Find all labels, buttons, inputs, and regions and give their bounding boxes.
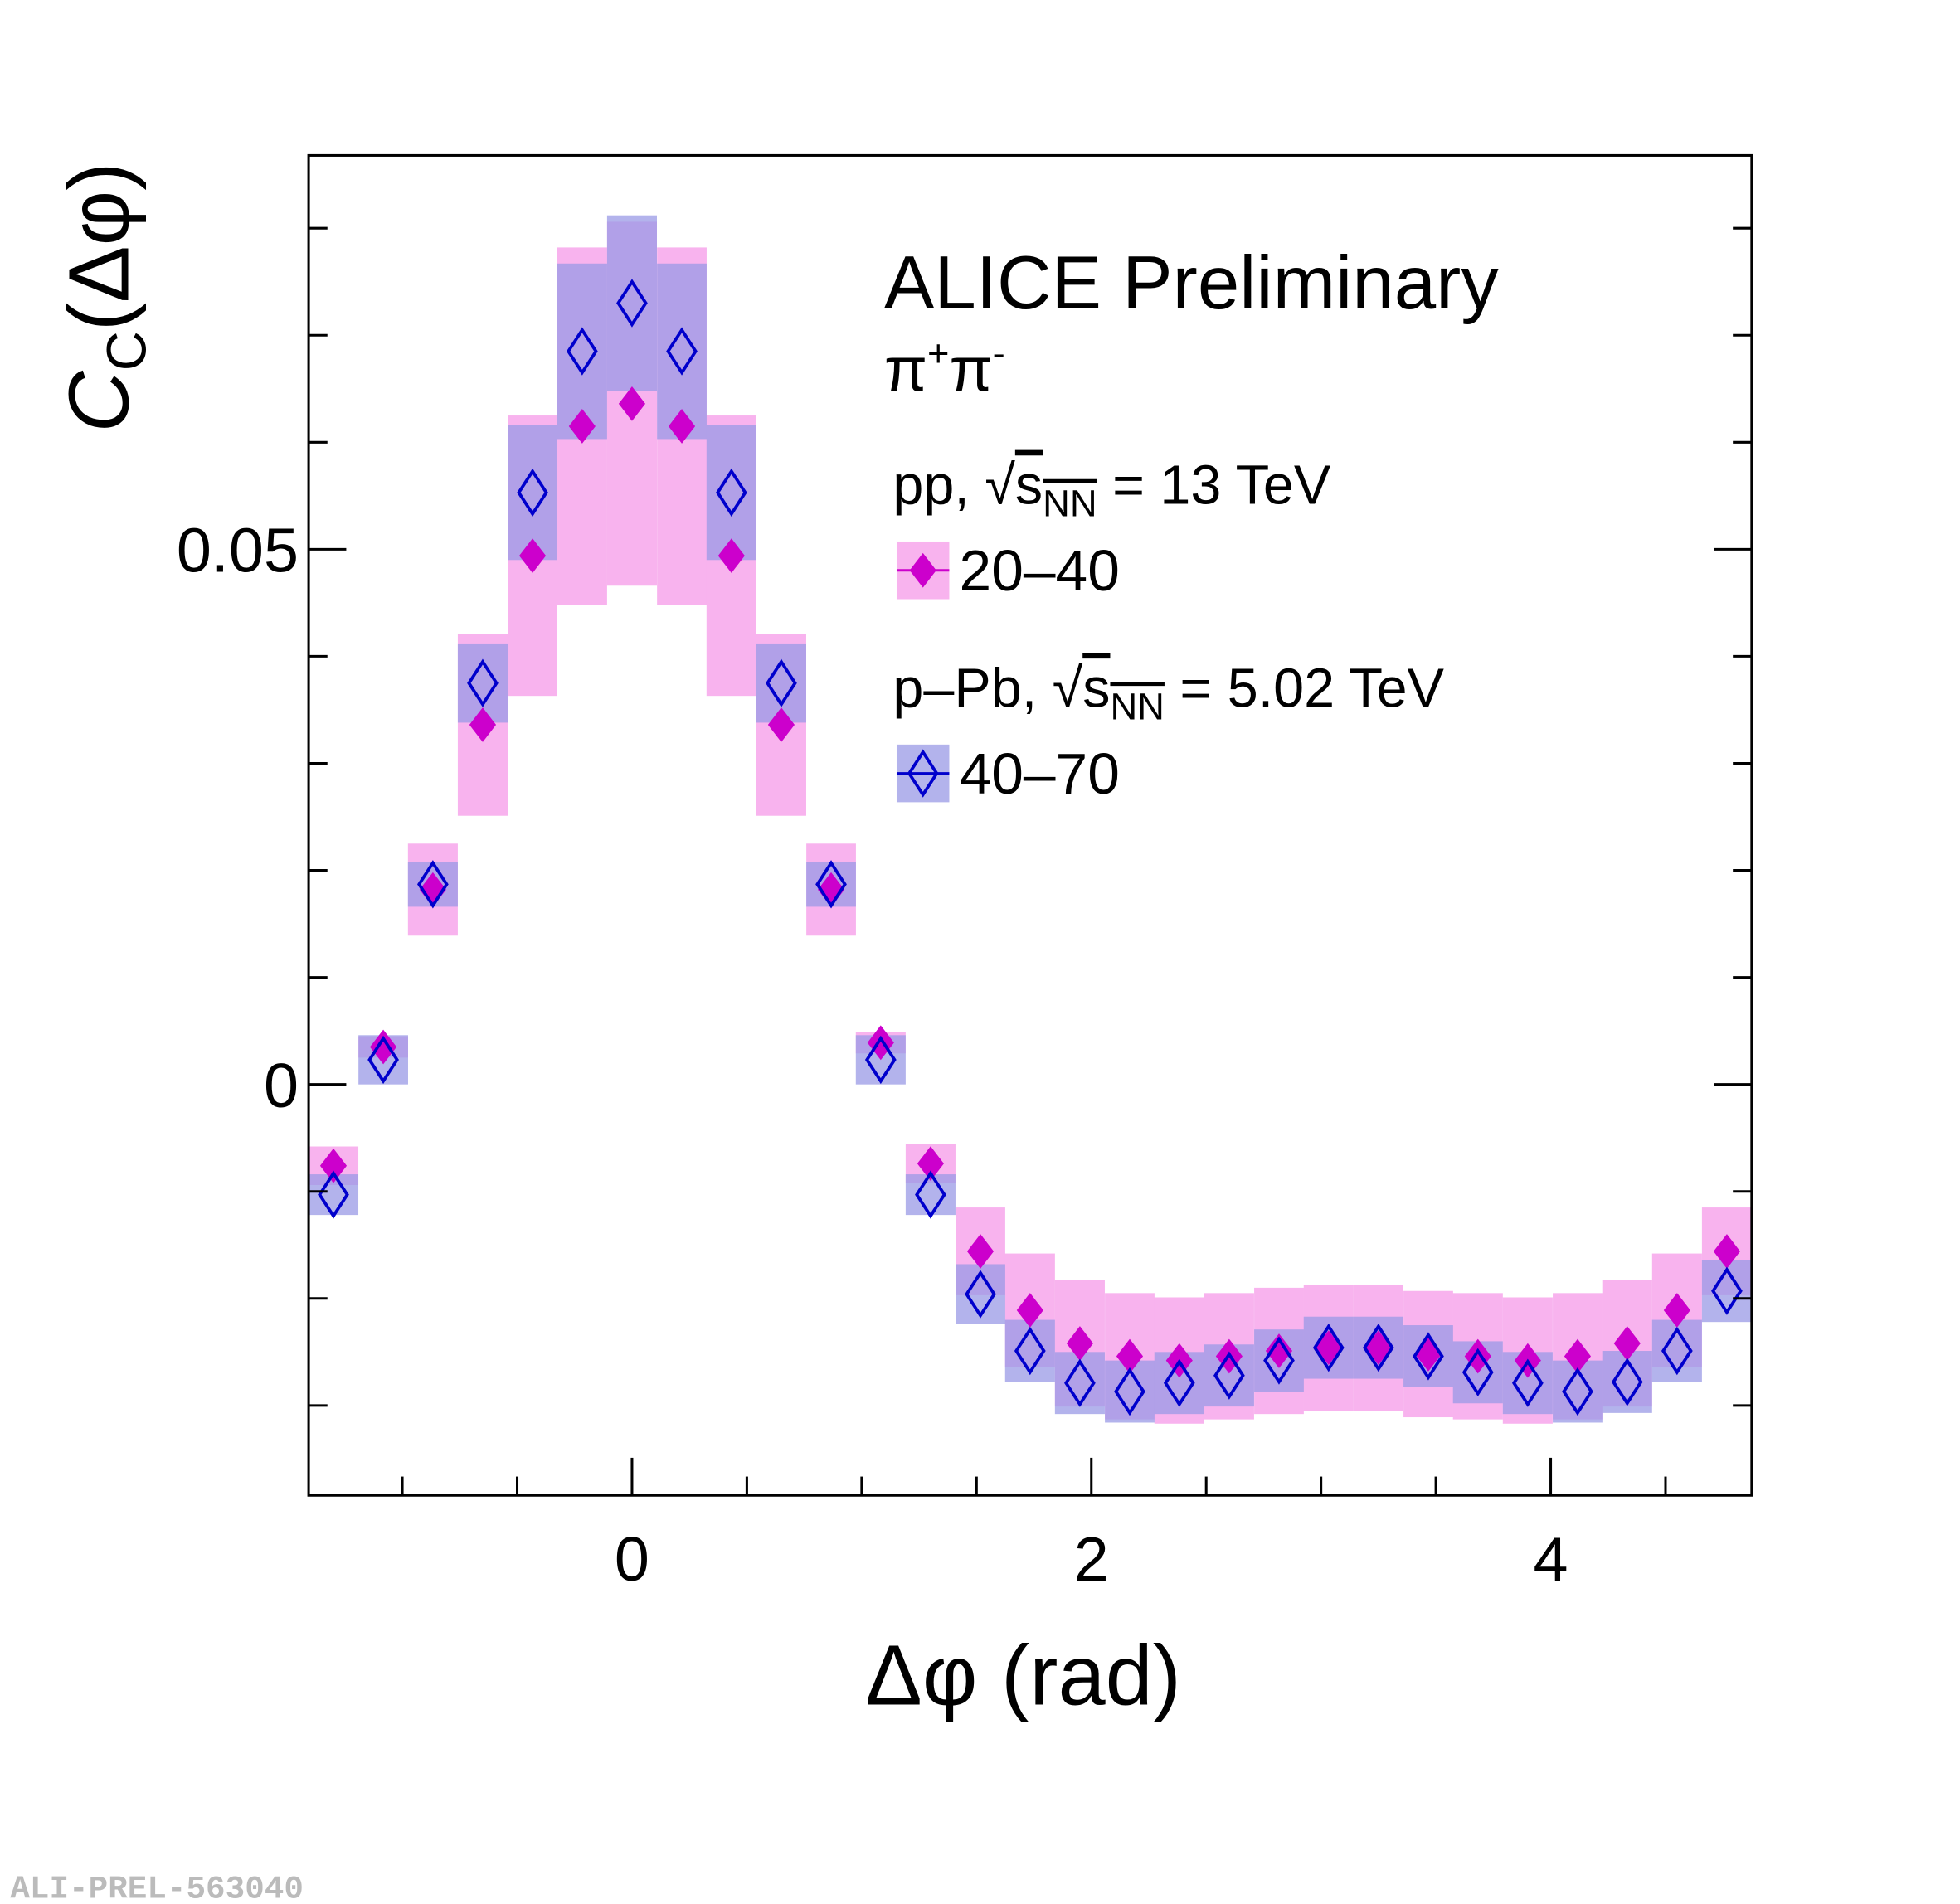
marker [715, 468, 747, 517]
sys-box [905, 1174, 956, 1216]
marker [1014, 1326, 1046, 1376]
marker [766, 658, 797, 707]
marker [717, 538, 745, 573]
marker [517, 468, 548, 517]
marker [1461, 1348, 1494, 1397]
marker [370, 1029, 397, 1065]
particle-label: π+π- [884, 332, 1005, 405]
marker [1064, 1358, 1096, 1407]
marker [1263, 1336, 1295, 1385]
marker [909, 552, 936, 588]
marker [1464, 1338, 1491, 1374]
sys-box [706, 425, 756, 561]
marker [668, 409, 696, 444]
marker [1163, 1358, 1195, 1407]
marker [815, 860, 847, 909]
x-axis-title: Δφ (rad) [865, 1628, 1181, 1723]
marker [1663, 1293, 1690, 1328]
marker [469, 707, 497, 742]
marker [1562, 1367, 1593, 1416]
x-tick-label: 2 [1074, 1525, 1109, 1595]
legend-group-title: pp, √sNN = 13 TeV [892, 455, 1330, 525]
marker [917, 1146, 944, 1182]
marker [1213, 1351, 1245, 1400]
marker [367, 1035, 399, 1085]
marker [568, 409, 596, 444]
marker [864, 1035, 897, 1085]
marker [1711, 1266, 1743, 1315]
marker [915, 1170, 946, 1219]
legend-label: 20–40 [960, 538, 1120, 603]
marker [518, 538, 547, 573]
markers [318, 279, 1743, 1416]
marker [417, 860, 449, 909]
frame [307, 153, 1753, 1497]
sys-box [508, 425, 557, 561]
marker [1312, 1323, 1345, 1372]
x-tick-label: 4 [1534, 1525, 1568, 1595]
marker [319, 1148, 348, 1183]
marker [1661, 1326, 1693, 1376]
marker [318, 1170, 349, 1219]
legend-group-title: p–Pb, √sNN = 5.02 TeV [892, 658, 1444, 727]
y-axis-title: CC(Δφ) [51, 162, 158, 432]
marker [1016, 1293, 1043, 1328]
watermark: ALI-PREL-563040 [10, 1870, 304, 1904]
marker [965, 1270, 996, 1319]
marker [1413, 1332, 1444, 1381]
marker [566, 327, 598, 376]
marker [907, 749, 939, 798]
legend-label: 40–70 [960, 741, 1120, 806]
sys-box [606, 215, 657, 391]
marker [767, 707, 795, 742]
sys-boxes [308, 215, 1752, 1424]
x-tick-label: 0 [615, 1525, 649, 1595]
marker [1114, 1367, 1145, 1416]
marker [618, 386, 646, 421]
marker [966, 1234, 995, 1269]
marker [467, 658, 499, 707]
marker [1315, 1330, 1342, 1366]
y-tick-label: 0 [264, 1052, 299, 1121]
marker [1611, 1358, 1643, 1406]
experiment-label: ALICE Preliminary [884, 241, 1499, 325]
marker [616, 279, 648, 328]
marker [1511, 1358, 1544, 1407]
marker [1364, 1330, 1392, 1366]
y-tick-label: 0.05 [177, 517, 299, 586]
marker [1362, 1323, 1394, 1372]
marker [666, 327, 698, 376]
marker [1265, 1333, 1293, 1368]
